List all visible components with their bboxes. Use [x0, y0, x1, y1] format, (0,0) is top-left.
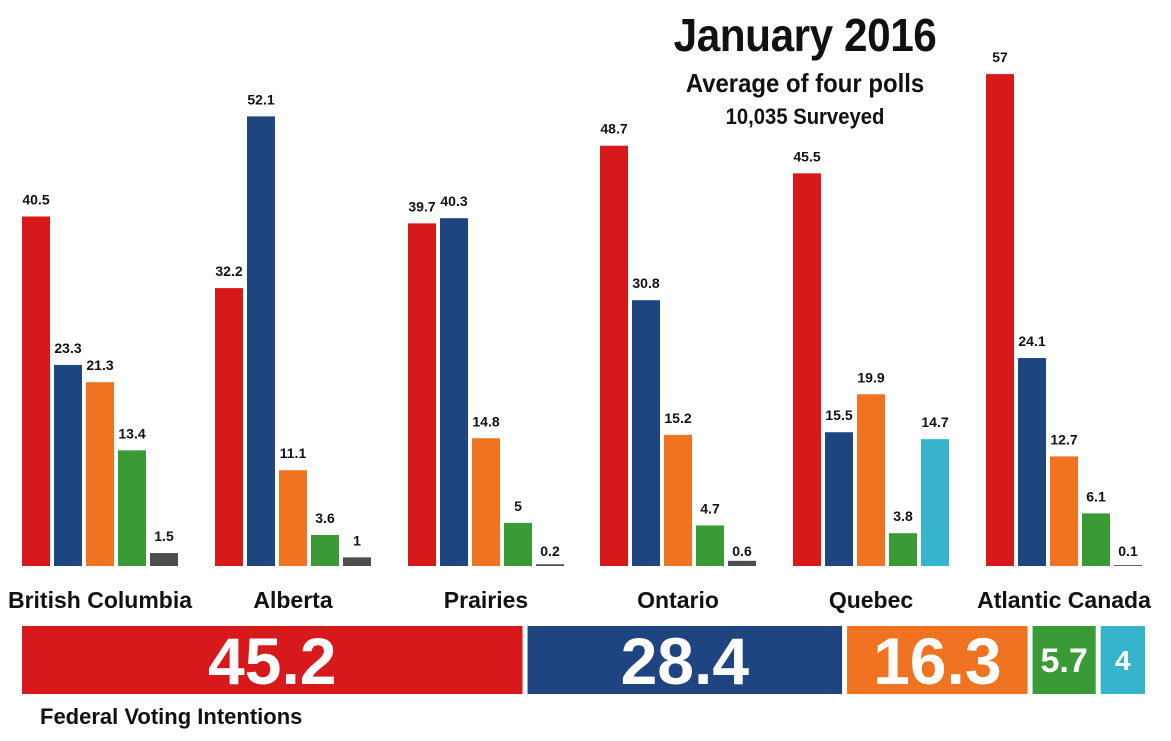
bar [86, 382, 114, 566]
data-label: 32.2 [215, 263, 242, 279]
data-label: 4.7 [700, 500, 720, 516]
data-label: 11.1 [280, 445, 307, 461]
bar [986, 74, 1014, 566]
region-label: British Columbia [8, 587, 192, 613]
data-label: 5 [514, 498, 522, 514]
data-label: 1.5 [154, 528, 174, 544]
bar [440, 218, 468, 566]
national-value: 28.4 [621, 624, 750, 698]
data-label: 52.1 [247, 91, 274, 107]
data-label: 30.8 [632, 275, 659, 291]
national-bar: 45.2 28.4 16.3 5.7 4 [22, 624, 1145, 698]
bar [696, 525, 724, 566]
bar [54, 364, 82, 566]
bar-group: 48.7 30.8 15.2 4.7 0.6 Ontario [600, 121, 756, 613]
chart-title: January 2016 [673, 9, 937, 61]
region-label: Alberta [253, 587, 332, 613]
national-value: 5.7 [1041, 642, 1088, 680]
region-label: Prairies [444, 587, 528, 613]
data-label: 21.3 [86, 357, 113, 373]
data-label: 15.2 [664, 410, 691, 426]
data-label: 48.7 [600, 121, 627, 137]
chart-subtitle: Average of four polls [685, 68, 925, 98]
bar [1114, 565, 1142, 566]
bar [889, 533, 917, 566]
bar [728, 560, 756, 566]
data-label: 40.3 [440, 193, 467, 209]
bar-group: 39.7 40.3 14.8 5 0.2 Prairies [408, 193, 564, 613]
bar [1018, 358, 1046, 566]
data-label: 57 [992, 49, 1008, 65]
bar [1082, 513, 1110, 566]
bar [504, 522, 532, 566]
bar [22, 216, 50, 567]
region-label: Atlantic Canada [977, 587, 1151, 613]
national-value: 45.2 [208, 624, 336, 698]
data-label: 0.1 [1118, 543, 1138, 559]
bar-group: 57 24.1 12.7 6.1 0.1 Atlantic Canada [977, 49, 1151, 613]
data-label: 45.5 [793, 148, 820, 164]
data-label: 1 [353, 532, 361, 548]
data-label: 3.6 [315, 510, 335, 526]
region-label: Ontario [637, 587, 719, 613]
bar [600, 145, 628, 566]
data-label: 24.1 [1018, 333, 1045, 349]
data-label: 3.8 [893, 508, 913, 524]
bar [118, 450, 146, 566]
bar [632, 300, 660, 566]
bar [664, 434, 692, 566]
data-label: 15.5 [825, 407, 852, 423]
data-label: 40.5 [22, 191, 49, 207]
data-label: 13.4 [118, 425, 145, 441]
data-label: 6.1 [1086, 488, 1106, 504]
bar [1050, 456, 1078, 566]
data-label: 0.6 [732, 543, 752, 559]
data-label: 19.9 [857, 369, 884, 385]
bar [408, 223, 436, 567]
data-label: 39.7 [408, 198, 435, 214]
bar-group: 45.5 15.5 19.9 3.8 14.7 Quebec [793, 148, 949, 613]
data-label: 14.7 [921, 414, 948, 430]
bar-group: 32.2 52.1 11.1 3.6 1 Alberta [215, 91, 371, 613]
data-label: 14.8 [472, 413, 499, 429]
footer-label: Federal Voting Intentions [40, 704, 303, 729]
bar [215, 288, 243, 566]
bar [825, 432, 853, 566]
bar-group: 40.5 23.3 21.3 13.4 1.5 British Columbia [8, 191, 192, 613]
data-label: 12.7 [1050, 431, 1077, 447]
national-segment [1100, 626, 1145, 694]
bar [536, 564, 564, 566]
national-value: 16.3 [873, 624, 1001, 698]
national-segment [1032, 626, 1096, 694]
bar [150, 553, 178, 566]
surveyed-count: 10,035 Surveyed [725, 104, 885, 129]
data-label: 23.3 [54, 340, 81, 356]
bar [921, 439, 949, 566]
national-segment [527, 626, 843, 694]
bar [247, 116, 275, 566]
national-value: 4 [1115, 645, 1131, 676]
national-segment [847, 626, 1028, 694]
bar [472, 438, 500, 566]
national-segment [22, 626, 523, 694]
bar [311, 534, 339, 566]
bar [857, 394, 885, 566]
bar [279, 470, 307, 566]
data-label: 0.2 [540, 543, 560, 559]
bar [793, 173, 821, 566]
region-label: Quebec [829, 587, 914, 613]
bar [343, 557, 371, 566]
